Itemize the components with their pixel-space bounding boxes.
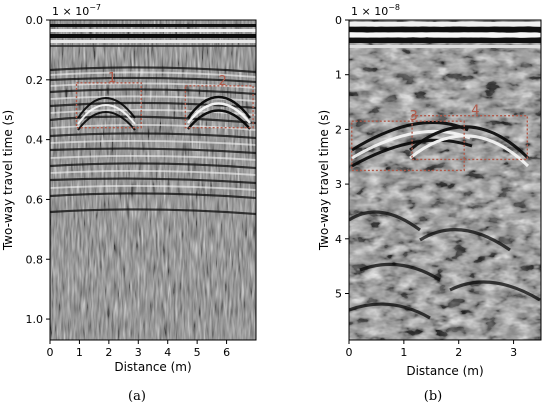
y-tick-label: 4 <box>335 233 342 246</box>
region-box-3 <box>351 120 465 172</box>
y-tick-label: 1.0 <box>26 313 44 326</box>
x-tick-label: 0 <box>346 346 353 359</box>
plot-frame-a <box>49 19 257 341</box>
y-tick-label: 0.6 <box>26 193 44 206</box>
y-tick-label: 5 <box>335 288 342 301</box>
panel-label-b: (b) <box>424 389 442 404</box>
y-tick-label: 0.0 <box>26 14 44 27</box>
region-label-3: 3 <box>409 109 417 124</box>
axes-a: 0 1 2 3 4 5 6 0.0 0.2 0.4 0.6 0.8 1.0 <box>26 14 231 359</box>
y-scale-label-b: 1 × 10−8 <box>351 3 400 18</box>
y-tick-label: 0.4 <box>26 134 44 147</box>
radargram-a <box>50 20 256 340</box>
x-axis-label-a: Distance (m) <box>114 360 191 374</box>
radargram-b <box>349 20 541 340</box>
x-tick-label: 1 <box>400 346 407 359</box>
y-scale-label-a: 1 × 10−7 <box>52 3 101 18</box>
x-tick-label: 4 <box>164 346 171 359</box>
x-axis-label-b: Distance (m) <box>406 364 483 378</box>
y-tick-label: 0.2 <box>26 74 44 87</box>
x-tick-label: 2 <box>105 346 112 359</box>
x-tick-label: 2 <box>455 346 462 359</box>
y-axis-label-a: Two-way travel time (s) <box>1 110 15 251</box>
x-tick-label: 1 <box>76 346 83 359</box>
region-label-1: 1 <box>108 71 116 86</box>
y-axis-label-b: Two-way travel time (s) <box>317 110 331 251</box>
x-tick-label: 3 <box>510 346 517 359</box>
x-tick-label: 5 <box>194 346 201 359</box>
x-tick-label: 3 <box>135 346 142 359</box>
y-tick-label: 0 <box>335 14 342 27</box>
region-label-2: 2 <box>218 74 226 89</box>
region-box-2 <box>184 85 254 129</box>
x-tick-label: 0 <box>47 346 54 359</box>
region-box-4 <box>411 115 528 161</box>
y-tick-label: 1 <box>335 69 342 82</box>
plot-frame-b <box>348 19 542 341</box>
region-label-4: 4 <box>471 104 479 119</box>
x-tick-label: 6 <box>223 346 230 359</box>
panel-label-a: (a) <box>128 389 146 404</box>
y-tick-label: 2 <box>335 123 342 136</box>
y-tick-label: 3 <box>335 178 342 191</box>
axes-b: 0 1 2 3 0 1 2 3 4 5 <box>335 14 517 359</box>
region-box-1 <box>75 82 142 129</box>
y-tick-label: 0.8 <box>26 253 44 266</box>
